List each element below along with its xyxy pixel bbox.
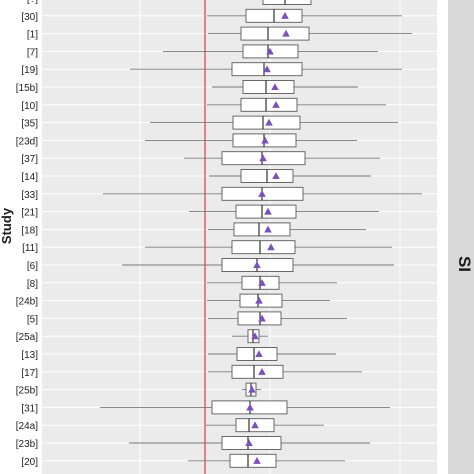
- tick-label-study: [7]: [27, 47, 38, 58]
- mean-marker: [263, 65, 271, 73]
- box-iqr: [231, 240, 296, 255]
- box-iqr: [240, 97, 298, 112]
- mean-marker: [259, 154, 267, 162]
- tick-label-study: [24b]: [16, 297, 38, 308]
- y-axis-title: Study: [0, 207, 14, 244]
- tick-label-study: [21]: [21, 208, 38, 219]
- mean-marker: [267, 243, 275, 251]
- mean-marker: [255, 296, 263, 304]
- mean-marker: [281, 12, 289, 19]
- tick-label-study: [17]: [21, 368, 38, 379]
- box-iqr: [229, 453, 277, 468]
- tick-label-study: [37]: [21, 154, 38, 165]
- tick-label-study: [30]: [21, 12, 38, 23]
- mean-marker: [282, 29, 290, 37]
- mean-marker: [264, 225, 272, 233]
- tick-label-study: [13]: [21, 350, 38, 361]
- mean-marker: [264, 207, 272, 215]
- mean-marker: [266, 47, 274, 55]
- mean-marker: [246, 403, 254, 411]
- tick-label-study: [35]: [21, 119, 38, 130]
- tick-label-study: [31]: [21, 403, 38, 414]
- tick-label-study: [?]: [27, 0, 38, 5]
- mean-marker: [258, 190, 266, 197]
- box-iqr: [232, 115, 301, 130]
- mean-marker: [253, 457, 261, 464]
- tick-label-study: [23b]: [16, 439, 38, 450]
- facet-strip-label: SI: [455, 256, 474, 272]
- mean-marker: [271, 83, 279, 91]
- tick-label-study: [19]: [21, 65, 38, 76]
- mean-marker: [272, 101, 280, 108]
- mean-marker: [272, 172, 280, 180]
- box-layer: [100, 0, 422, 468]
- tick-label-study: [25b]: [16, 386, 38, 397]
- facet-strip: [448, 0, 474, 474]
- box-iqr: [221, 436, 282, 450]
- mean-marker: [251, 421, 259, 429]
- mean-marker: [261, 136, 269, 144]
- box-iqr: [262, 0, 312, 5]
- box-iqr: [240, 26, 310, 41]
- tick-label-study: [5]: [27, 314, 38, 325]
- mean-marker: [253, 261, 261, 269]
- tick-label-study: [15b]: [16, 83, 38, 94]
- box-iqr: [231, 364, 284, 379]
- mean-marker: [258, 279, 266, 286]
- mean-marker: [248, 385, 256, 393]
- tick-label-study: [25a]: [16, 332, 38, 343]
- mean-marker: [258, 314, 266, 322]
- mean-marker: [258, 368, 266, 375]
- tick-label-study: [8]: [27, 279, 38, 290]
- tick-label-study: [24a]: [16, 421, 38, 432]
- tick-label-study: [10]: [21, 101, 38, 112]
- box-iqr: [233, 222, 291, 237]
- tick-label-study: [6]: [27, 261, 38, 272]
- tick-label-study: [11]: [22, 243, 38, 254]
- tick-label-layer: [?] [30] [1] [7] [19] [15b] [10] [35] [23d] [37] […: [16, 0, 38, 468]
- mean-marker: [245, 439, 253, 447]
- box-iqr: [242, 80, 295, 94]
- mean-marker: [255, 350, 263, 358]
- tick-label-study: [20]: [21, 457, 38, 468]
- mean-marker: [265, 118, 273, 126]
- tick-label-study: [1]: [27, 30, 38, 41]
- tick-label-study: [23d]: [16, 136, 38, 147]
- tick-label-study: [33]: [21, 190, 38, 201]
- plot-panel: [42, 0, 437, 474]
- mean-marker: [251, 332, 259, 340]
- tick-label-study: [18]: [21, 225, 38, 236]
- tick-label-study: [14]: [21, 172, 38, 183]
